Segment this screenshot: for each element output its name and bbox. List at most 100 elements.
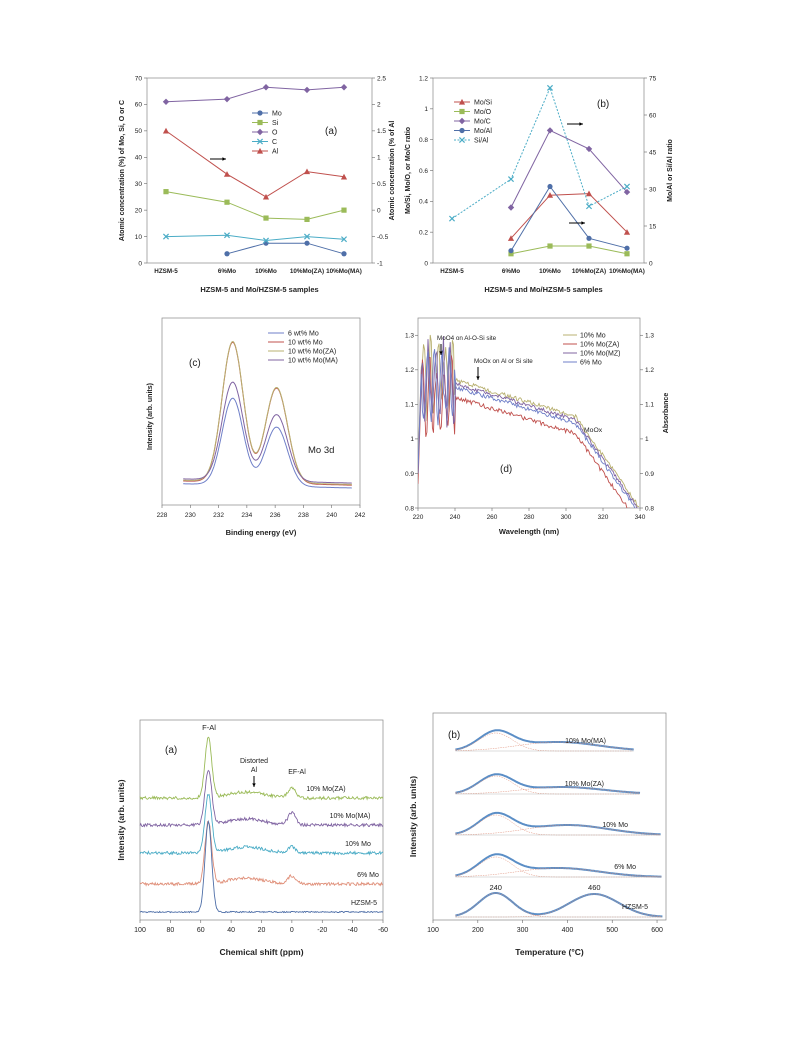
- annotation-label: Distorted: [240, 758, 268, 765]
- data-point: [546, 192, 554, 198]
- annotation-label: 460: [588, 883, 601, 892]
- legend-label: 10% Mo: [580, 332, 606, 339]
- y2-axis-label: Atomic concentration (% of Al: [389, 121, 396, 221]
- annotation-label: MoOx: [584, 427, 603, 434]
- series-line: [226, 242, 345, 255]
- annotation-label: Mo 3d: [308, 445, 334, 456]
- panel-label: (b): [448, 730, 460, 741]
- chart-b-top: 0 0.2 0.4 0.6 0.8 1 1.2 0 15 30 45 60 75 HZSM-5 6%Mo 10…: [405, 75, 674, 294]
- x-tick-label: 240: [326, 512, 337, 519]
- panel-label: (c): [189, 358, 201, 369]
- series-line: [165, 86, 345, 103]
- data-point: [458, 117, 466, 125]
- series-line: [510, 185, 628, 251]
- series-line: [165, 191, 345, 220]
- data-point: [256, 128, 264, 136]
- x-axis-label: Binding energy (eV): [226, 528, 297, 537]
- x-tick-label: HZSM-5: [154, 268, 178, 275]
- annotation-label: F-Al: [202, 723, 216, 732]
- data-point: [507, 204, 515, 211]
- data-point: [458, 136, 466, 144]
- legend-label: C: [272, 139, 277, 146]
- series-line: [418, 334, 639, 508]
- data-point: [624, 245, 630, 251]
- y-tick-label: 1.2: [419, 75, 428, 82]
- x-tick-label: 280: [524, 514, 535, 521]
- y-tick-label: 0.4: [419, 199, 428, 206]
- data-point: [162, 233, 170, 240]
- annotation-label: MoO4 on Al-O-Si site: [437, 335, 497, 342]
- y-axis-label: Absorbance: [663, 393, 670, 434]
- arrow-head: [252, 783, 256, 787]
- y2-tick-label: 1.3: [645, 333, 654, 340]
- legend-label: 10% Mo(ZA): [580, 341, 619, 348]
- y-tick-label: 20: [135, 207, 143, 214]
- data-point: [341, 207, 347, 213]
- legend-label: Mo/O: [474, 109, 492, 116]
- y2-tick-label: 75: [649, 75, 657, 82]
- annotation-label: MoOx on Al or Si site: [474, 358, 533, 365]
- data-point: [459, 127, 465, 134]
- chart-a-bottom: 100 80 60 40 20 0 -20 -40 -60 Chemical shift (ppm…: [116, 719, 388, 957]
- series-line: [165, 130, 345, 198]
- data-point: [257, 110, 263, 116]
- x-tick-label: 80: [166, 927, 174, 934]
- panel-label: (a): [325, 126, 337, 137]
- x-tick-label: 340: [635, 514, 646, 521]
- x-tick-label: 232: [213, 512, 224, 519]
- series-line: [183, 397, 352, 489]
- legend-label: 6% Mo: [580, 359, 602, 366]
- y2-tick-label: 0.8: [645, 505, 654, 512]
- data-point: [547, 243, 553, 249]
- fit-component: [455, 741, 633, 751]
- data-point: [507, 235, 515, 241]
- data-point: [303, 168, 311, 175]
- y-tick-label: 0: [424, 260, 428, 267]
- legend-label: O: [272, 129, 278, 136]
- x-tick-label: 228: [157, 512, 168, 519]
- chart-a-top: 0 10 20 30 40 50 60 70 -1 -0.5 0 0.5 1 1.5 2 2.5 HZSM-5 6…: [119, 75, 396, 294]
- data-point: [623, 229, 631, 235]
- data-point: [448, 215, 456, 222]
- y-axis-label: Intensity (arb. units): [147, 383, 154, 450]
- series-label: 10% Mo: [345, 841, 371, 848]
- y2-tick-label: 1.1: [645, 402, 654, 409]
- chart-b-bottom: 100 200 300 400 500 600 Temperature (°C) Intens…: [408, 712, 667, 957]
- series-label: HZSM-5: [622, 904, 648, 911]
- chart-d-mid: 220 240 260 280 300 320 340 0.8 0.8 0.9 0.9 1 1 1.1 1.…: [405, 317, 670, 536]
- y-tick-label: 0.9: [405, 471, 414, 478]
- data-point: [586, 235, 592, 241]
- y-axis-label: Mo/Si, Mo/O, or Mo/C ratio: [405, 127, 412, 214]
- data-point: [262, 84, 270, 91]
- legend-label: 10 wt% Mo(MA): [288, 357, 338, 364]
- data-point: [163, 189, 169, 195]
- chart-c-mid: 228 230 232 234 236 238 240 242 Binding energy (…: [147, 317, 366, 537]
- legend-label: 10 wt% Mo: [288, 339, 323, 346]
- y2-axis-label: Mo/Al or Si/Al ratio: [667, 139, 674, 202]
- x-tick-label: 100: [134, 927, 146, 934]
- series-label: HZSM-5: [351, 900, 377, 907]
- data-point: [547, 183, 553, 190]
- legend-label: 10 wt% Mo(ZA): [288, 348, 336, 355]
- x-tick-label: 10%Mo(MA): [326, 268, 362, 275]
- legend-label: Mo/C: [474, 118, 491, 125]
- data-point: [223, 171, 231, 177]
- y-tick-label: 1.2: [405, 367, 414, 374]
- series-line: [139, 819, 384, 914]
- legend-label: Al: [272, 148, 279, 155]
- data-point: [257, 119, 263, 126]
- series-line: [510, 245, 628, 255]
- x-tick-label: -20: [317, 927, 327, 934]
- annotation-label: 240: [489, 883, 502, 892]
- series-label: 10% Mo(ZA): [306, 786, 345, 793]
- x-tick-label: 10%Mo: [539, 268, 561, 275]
- data-point: [303, 233, 311, 240]
- data-point: [546, 84, 554, 91]
- y-axis-label: Atomic concentration (%) of Mo, Si, O or…: [119, 100, 126, 241]
- series-label: 6% Mo: [357, 872, 379, 879]
- y-tick-label: 0.6: [419, 168, 428, 175]
- arrow-head: [581, 221, 585, 225]
- arrow-head: [439, 351, 443, 355]
- data-point: [304, 216, 310, 222]
- x-tick-label: 10%Mo(ZA): [290, 268, 324, 275]
